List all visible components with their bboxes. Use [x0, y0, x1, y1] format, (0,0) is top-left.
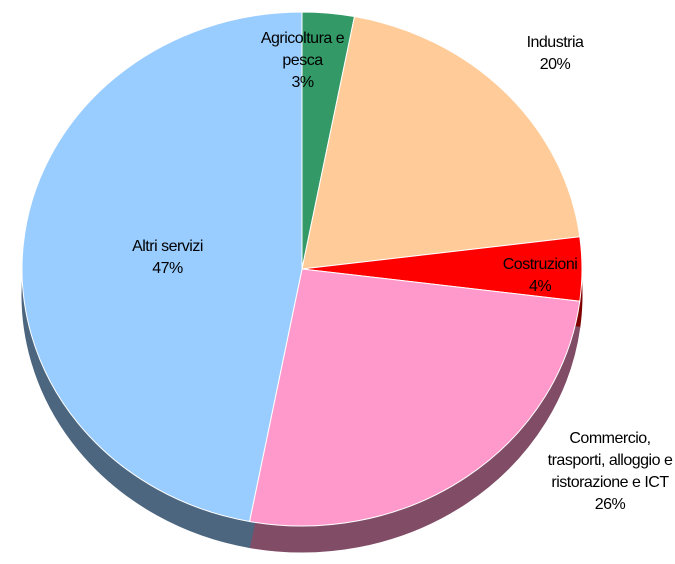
- slice: [21, 11, 303, 523]
- slice-label: Costruzioni 4%: [485, 254, 595, 298]
- value-label: 3%: [291, 74, 314, 91]
- category-name: Commercio, trasporti, alloggio e ristora…: [547, 430, 673, 491]
- slice-label: Agricoltura e pesca 3%: [250, 28, 355, 94]
- category-name: Agricoltura e pesca: [260, 30, 345, 69]
- value-label: 47%: [152, 260, 183, 277]
- category-name: Altri servizi: [132, 238, 203, 255]
- category-name: Industria: [526, 34, 584, 51]
- value-label: 20%: [539, 56, 571, 73]
- slice-label: Altri servizi 47%: [110, 236, 225, 280]
- slice-label: Commercio, trasporti, alloggio e ristora…: [545, 428, 675, 516]
- slice: [248, 268, 581, 527]
- value-label: 26%: [594, 496, 626, 513]
- value-label: 4%: [528, 278, 552, 295]
- category-name: Costruzioni: [502, 256, 578, 273]
- slice: [301, 15, 581, 270]
- slice-label: Industria 20%: [500, 32, 610, 76]
